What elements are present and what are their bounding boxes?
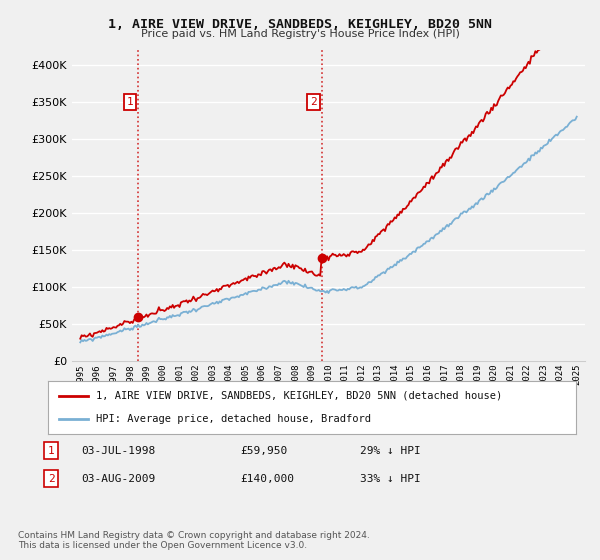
Text: £140,000: £140,000: [240, 474, 294, 484]
Text: Contains HM Land Registry data © Crown copyright and database right 2024.
This d: Contains HM Land Registry data © Crown c…: [18, 530, 370, 550]
Text: 33% ↓ HPI: 33% ↓ HPI: [360, 474, 421, 484]
Text: £59,950: £59,950: [240, 446, 287, 456]
Text: HPI: Average price, detached house, Bradford: HPI: Average price, detached house, Brad…: [95, 414, 371, 424]
Text: 29% ↓ HPI: 29% ↓ HPI: [360, 446, 421, 456]
Text: 1: 1: [47, 446, 55, 456]
Text: 1, AIRE VIEW DRIVE, SANDBEDS, KEIGHLEY, BD20 5NN: 1, AIRE VIEW DRIVE, SANDBEDS, KEIGHLEY, …: [108, 18, 492, 31]
Text: Price paid vs. HM Land Registry's House Price Index (HPI): Price paid vs. HM Land Registry's House …: [140, 29, 460, 39]
Text: 03-AUG-2009: 03-AUG-2009: [81, 474, 155, 484]
Text: 2: 2: [310, 97, 317, 107]
Text: 1, AIRE VIEW DRIVE, SANDBEDS, KEIGHLEY, BD20 5NN (detached house): 1, AIRE VIEW DRIVE, SANDBEDS, KEIGHLEY, …: [95, 391, 502, 401]
Text: 2: 2: [47, 474, 55, 484]
Text: 1: 1: [127, 97, 133, 107]
Text: 03-JUL-1998: 03-JUL-1998: [81, 446, 155, 456]
